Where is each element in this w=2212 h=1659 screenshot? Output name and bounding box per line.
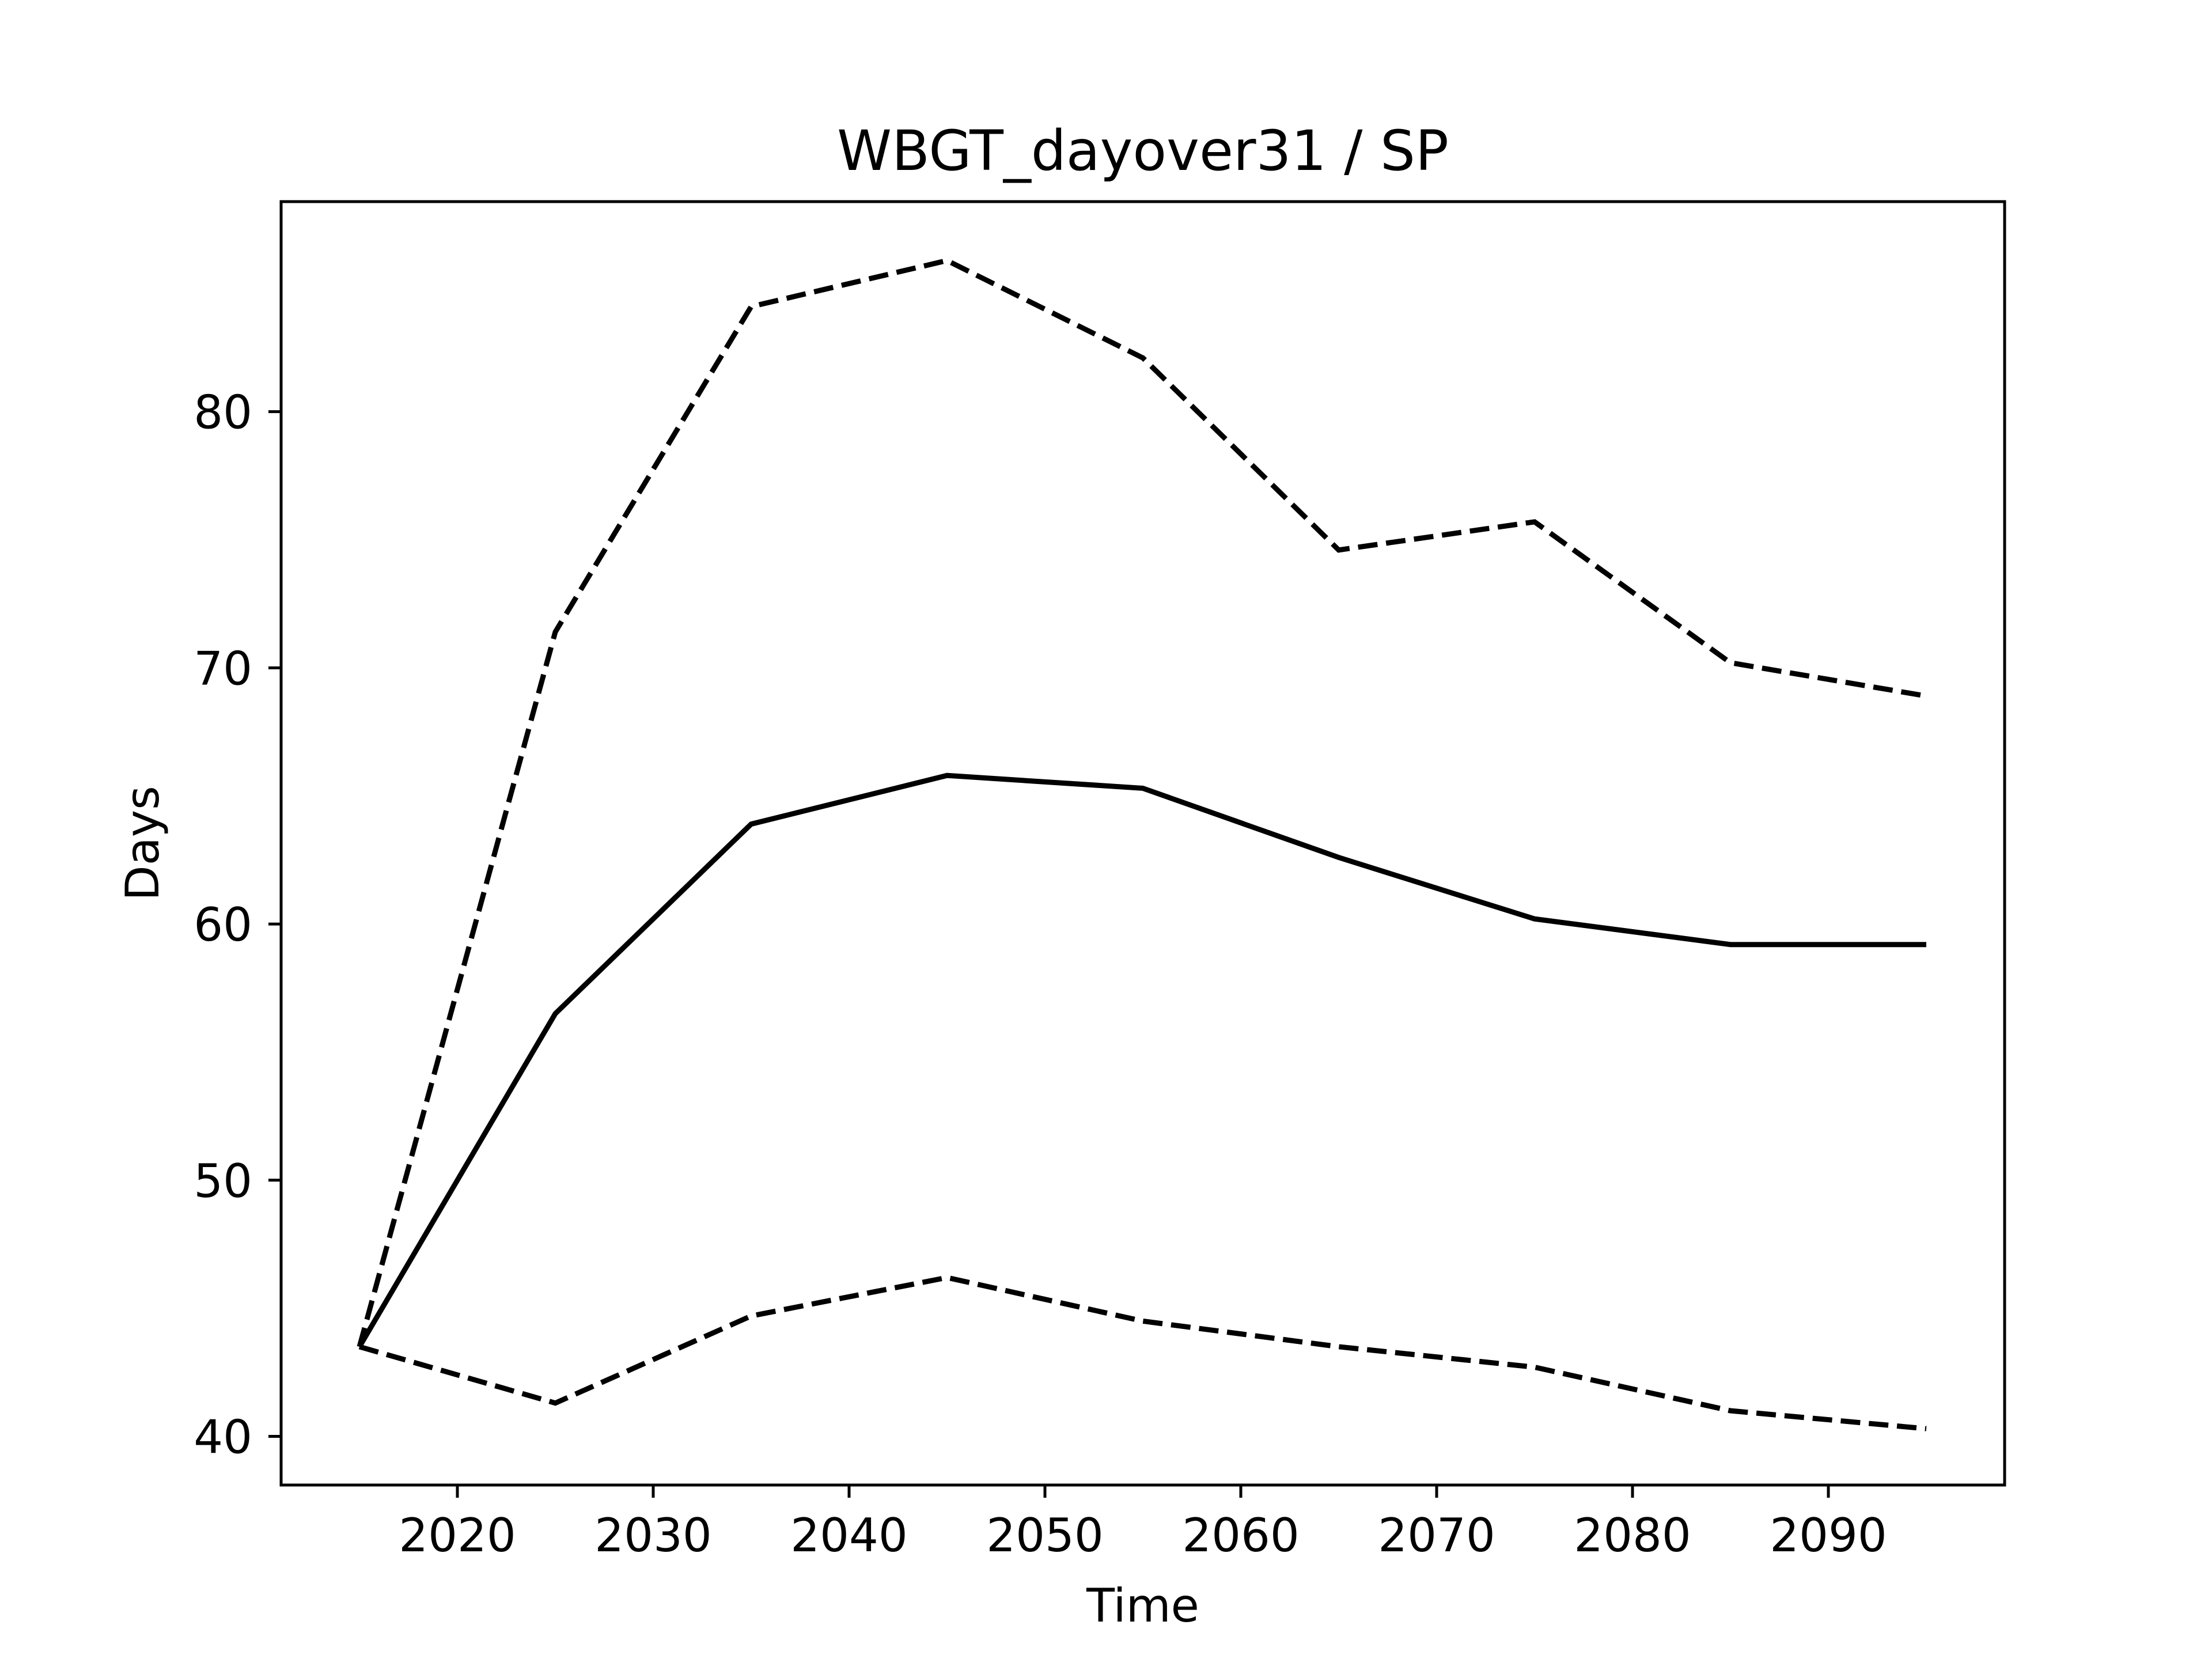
series-line-1-solid (357, 772, 1926, 1349)
chart-title: WBGT_dayover31 / SP (837, 119, 1449, 183)
y-tick-label: 80 (194, 386, 252, 440)
x-tick-label: 2090 (1770, 1509, 1887, 1562)
x-tick-label: 2050 (986, 1509, 1104, 1562)
x-tick-label: 2060 (1182, 1509, 1300, 1562)
x-tick-label: 2030 (594, 1509, 712, 1562)
x-tick-label: 2080 (1574, 1509, 1691, 1562)
y-tick-label: 70 (194, 642, 252, 695)
y-tick-label: 60 (194, 898, 252, 952)
plot-area: 2020 2030 2040 2050 2060 2070 2080 2090 40 50 60 70… (194, 257, 1927, 1562)
x-tick-label: 2070 (1378, 1509, 1495, 1562)
y-tick-label: 50 (194, 1154, 252, 1208)
x-tick-label: 2040 (790, 1509, 908, 1562)
axes-frame (279, 200, 2006, 1487)
y-axis-label: Days (116, 786, 169, 901)
series-line-0-dashed (357, 257, 1927, 1348)
x-tick-label: 2020 (399, 1509, 516, 1562)
x-axis-label: Time (1086, 1579, 1199, 1633)
y-tick-label: 40 (194, 1411, 252, 1464)
